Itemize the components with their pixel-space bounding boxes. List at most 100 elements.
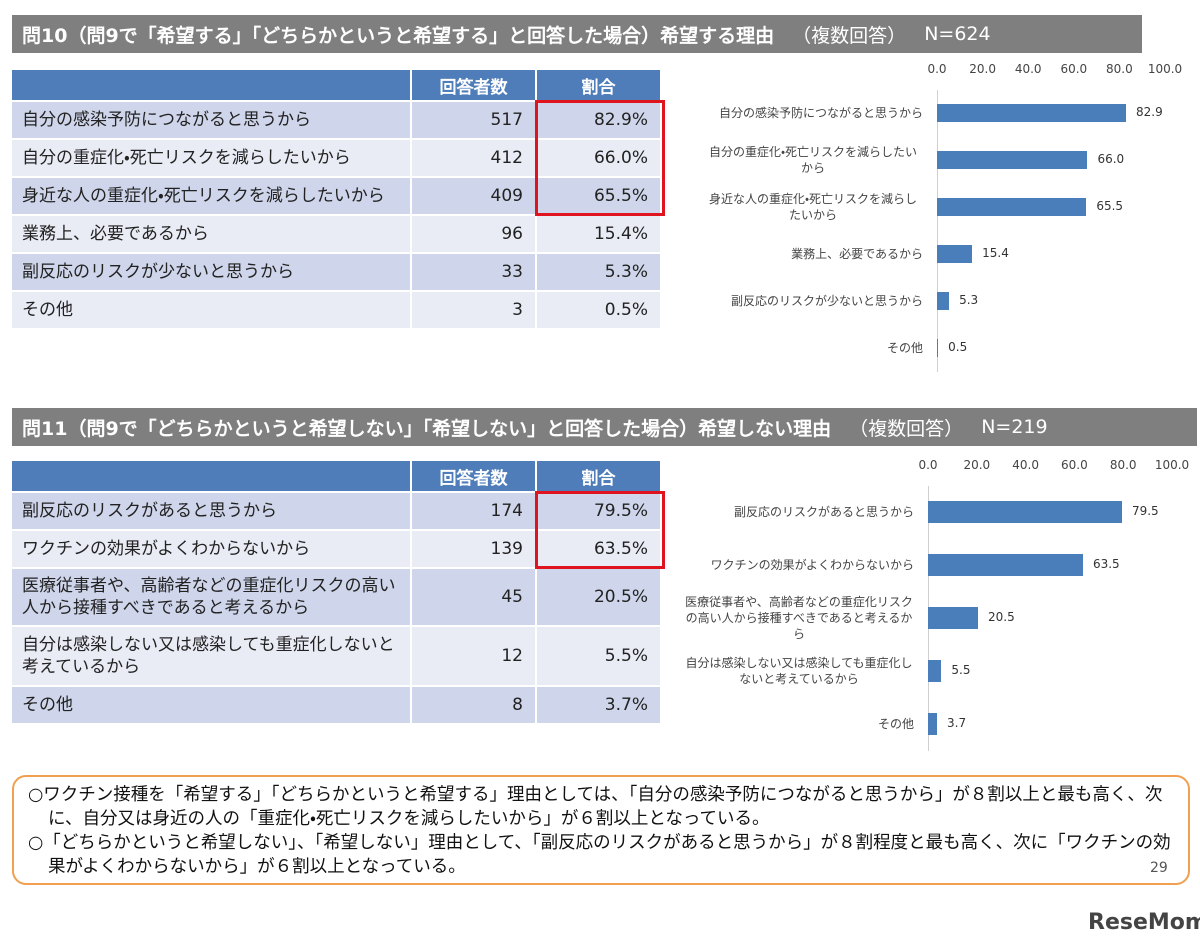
bar xyxy=(928,713,938,735)
value-label: 3.7 xyxy=(947,716,967,730)
table-cell: 45 xyxy=(412,569,537,627)
table-cell: 3 xyxy=(412,292,537,330)
table-cell: 96 xyxy=(412,216,537,254)
bar xyxy=(928,660,942,682)
bar xyxy=(937,104,1126,122)
x-tick-label: 100.0 xyxy=(1147,62,1183,76)
table-cell: 79.5% xyxy=(537,493,662,531)
table-header-cell xyxy=(12,70,412,102)
table-cell: 33 xyxy=(412,254,537,292)
section-title: 問11（問9で「どちらかというと希望しない」「希望しない」と回答した場合）希望し… xyxy=(22,417,832,440)
table-cell: 5.5% xyxy=(537,627,662,687)
value-label: 15.4 xyxy=(982,246,1009,260)
x-tick-label: 0.0 xyxy=(918,458,938,472)
x-tick-label: 80.0 xyxy=(1109,458,1137,472)
category-label: 副反応のリスクが少ないと思うから xyxy=(730,294,923,308)
category-label: その他 xyxy=(877,717,914,731)
table-cell: 65.5% xyxy=(537,178,662,216)
value-label: 0.5 xyxy=(948,340,968,354)
table-cell: 身近な人の重症化・死亡リスクを減らしたいから xyxy=(12,178,412,216)
category-label: 医療従事者や、高齢者などの重症化リスクの高い人から接種すべきであると考えるから xyxy=(685,595,913,641)
table-cell: その他 xyxy=(12,687,412,725)
table-cell: 自分は感染しない又は感染しても重症化しないと考えているから xyxy=(12,627,412,687)
category-label: 業務上、必要であるから xyxy=(791,247,923,261)
table-cell: 174 xyxy=(412,493,537,531)
logo: ReseMom xyxy=(1088,910,1200,935)
category-label: ワクチンの効果がよくわからないから xyxy=(710,558,914,572)
bar xyxy=(928,607,979,629)
table-cell: 12 xyxy=(412,627,537,687)
table-cell: 0.5% xyxy=(537,292,662,330)
header-note: （複数回答） xyxy=(849,417,964,440)
table-cell: 自分の感染予防につながると思うから xyxy=(12,102,412,140)
table-header-cell xyxy=(12,461,412,493)
bar xyxy=(937,292,950,310)
table-cell: 副反応のリスクが少ないと思うから xyxy=(12,254,412,292)
table-cell: ワクチンの効果がよくわからないから xyxy=(12,531,412,569)
x-tick-label: 20.0 xyxy=(969,62,996,76)
table-header-cell: 回答者数 xyxy=(412,70,537,102)
table-cell: 82.9% xyxy=(537,102,662,140)
table-cell: 3.7% xyxy=(537,687,662,725)
header-n: N=624 xyxy=(924,23,991,45)
bar xyxy=(937,151,1088,169)
section-header: 問10（問9で「希望する」「どちらかというと希望する」と回答した場合）希望する理… xyxy=(12,15,1142,53)
page-number: 29 xyxy=(1150,860,1168,876)
table-cell: 15.4% xyxy=(537,216,662,254)
axis-line xyxy=(937,89,938,372)
x-tick-label: 40.0 xyxy=(1014,62,1042,76)
bar xyxy=(928,554,1083,576)
table-cell: 517 xyxy=(412,102,537,140)
table-cell: 業務上、必要であるから xyxy=(12,216,412,254)
value-label: 65.5 xyxy=(1096,199,1124,213)
highlight-box xyxy=(535,100,665,216)
x-tick-label: 20.0 xyxy=(963,458,991,472)
header-note: （複数回答） xyxy=(792,24,907,47)
value-label: 82.9 xyxy=(1136,105,1163,119)
category-label: 身近な人の重症化・死亡リスクを減らしたいから xyxy=(708,192,918,222)
table-cell: 412 xyxy=(412,140,537,178)
value-label: 20.5 xyxy=(988,610,1015,624)
x-tick-label: 80.0 xyxy=(1106,62,1133,76)
table-cell: 5.3% xyxy=(537,254,662,292)
x-tick-label: 40.0 xyxy=(1012,458,1039,472)
value-label: 5.3 xyxy=(959,293,979,307)
table-cell: 409 xyxy=(412,178,537,216)
category-label: 副反応のリスクがあると思うから xyxy=(733,505,914,519)
table-header-cell: 割合 xyxy=(537,70,662,102)
table-cell: 自分の重症化・死亡リスクを減らしたいから xyxy=(12,140,412,178)
table-cell: 66.0% xyxy=(537,140,662,178)
bar xyxy=(937,339,939,357)
bar xyxy=(937,245,973,263)
summary-text: ○「どちらかというと希望しない」、「希望しない」理由として、「副反応のリスクがあ… xyxy=(28,833,1171,877)
table-cell: 医療従事者や、高齢者などの重症化リスクの高い人から接種すべきであると考えるから xyxy=(12,569,412,627)
value-label: 79.5 xyxy=(1131,504,1159,518)
table-cell: 20.5% xyxy=(537,569,662,627)
x-tick-label: 100.0 xyxy=(1154,458,1190,472)
table-cell: その他 xyxy=(12,292,412,330)
x-tick-label: 0.0 xyxy=(927,62,947,76)
category-label: 自分は感染しない又は感染しても重症化しないと考えているから xyxy=(685,656,913,686)
value-label: 66.0 xyxy=(1097,152,1125,166)
category-label: 自分の感染予防につながると思うから xyxy=(718,106,923,120)
x-tick-label: 60.0 xyxy=(1060,62,1088,76)
table-cell: 副反応のリスクがあると思うから xyxy=(12,493,412,531)
value-label: 5.5 xyxy=(951,663,971,677)
header-n: N=219 xyxy=(981,416,1048,438)
summary-text: ○ワクチン接種を「希望する」「どちらかというと希望する」理由としては、「自分の感… xyxy=(28,785,1163,829)
summary-box: ○ワクチン接種を「希望する」「どちらかというと希望する」理由としては、「自分の感… xyxy=(12,775,1190,885)
bar xyxy=(937,198,1087,216)
section-title: 問10（問9で「希望する」「どちらかというと希望する」と回答した場合）希望する理… xyxy=(22,24,775,47)
x-tick-label: 60.0 xyxy=(1061,458,1088,472)
section-header: 問11（問9で「どちらかというと希望しない」「希望しない」と回答した場合）希望し… xyxy=(12,408,1197,446)
category-label: その他 xyxy=(886,341,923,355)
bar xyxy=(928,501,1122,523)
highlight-box xyxy=(535,491,665,569)
table-cell: 8 xyxy=(412,687,537,725)
value-label: 63.5 xyxy=(1092,557,1120,571)
category-label: 自分の重症化・死亡リスクを減らしたいから xyxy=(708,145,918,175)
table-header-cell: 割合 xyxy=(537,461,662,493)
table-header-cell: 回答者数 xyxy=(412,461,537,493)
table-cell: 139 xyxy=(412,531,537,569)
